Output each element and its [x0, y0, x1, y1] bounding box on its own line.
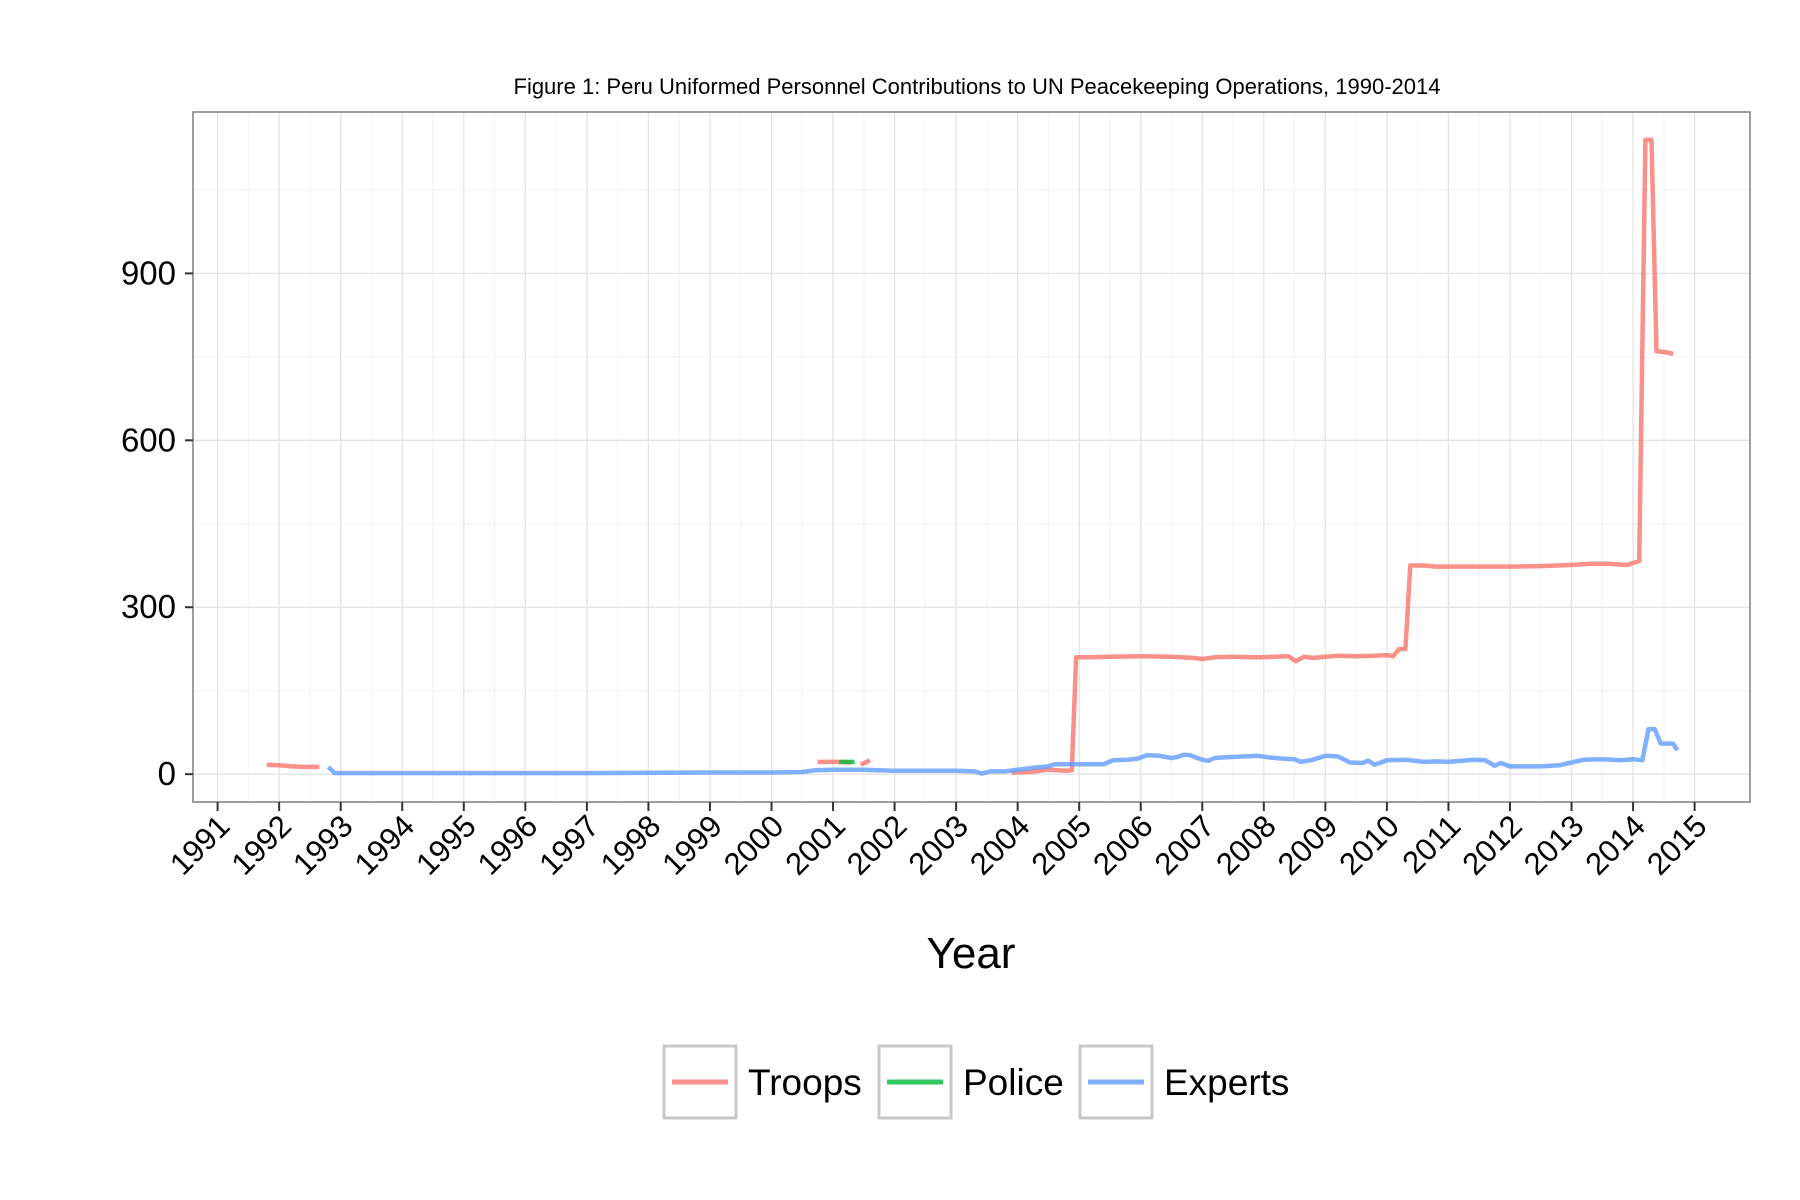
- x-tick-label: 1997: [532, 808, 606, 882]
- legend: Troops Police Experts: [662, 1044, 1289, 1120]
- y-tick-label: 900: [121, 254, 176, 291]
- x-tick-label: 1999: [655, 808, 729, 882]
- legend-label: Troops: [748, 1062, 862, 1103]
- x-tick-label: 2005: [1025, 808, 1099, 882]
- x-tick-label: 2003: [902, 808, 976, 882]
- y-tick-label: 0: [158, 755, 176, 792]
- y-tick-label: 300: [121, 588, 176, 625]
- x-tick-label: 2001: [778, 808, 852, 882]
- x-tick-label: 2011: [1396, 808, 1468, 880]
- chart-title: Figure 1: Peru Uniformed Personnel Contr…: [514, 74, 1441, 99]
- legend-label: Experts: [1164, 1062, 1289, 1103]
- x-tick-label: 1991: [163, 808, 237, 882]
- plot-panel: [192, 111, 1751, 803]
- legend-item-experts: Experts: [1078, 1044, 1289, 1120]
- series-line-experts: [326, 726, 1680, 776]
- series-line-troops: [859, 758, 871, 767]
- y-tick-label: 600: [121, 421, 176, 458]
- x-axis-title: Year: [927, 929, 1016, 978]
- series-line-troops: [1011, 137, 1674, 775]
- x-tick-label: 2015: [1640, 808, 1714, 882]
- minor-gridlines: [193, 112, 1750, 802]
- x-tick-label: 1994: [348, 808, 422, 882]
- x-tick-label: 2009: [1271, 808, 1345, 882]
- x-tick-label: 1995: [409, 808, 483, 882]
- x-tick-label: 2000: [717, 808, 791, 882]
- x-tick-label: 2010: [1332, 808, 1406, 882]
- legend-label: Police: [963, 1062, 1064, 1103]
- x-tick-label: 1992: [225, 808, 299, 882]
- x-tick-label: 2006: [1086, 808, 1160, 882]
- series-line-troops: [266, 762, 320, 770]
- x-tick-label: 2002: [840, 808, 914, 882]
- legend-item-troops: Troops: [662, 1044, 862, 1120]
- major-gridlines: [193, 112, 1750, 802]
- plot-panel-border: [192, 111, 1751, 803]
- x-tick-label: 2008: [1209, 808, 1283, 882]
- x-tick-label: 2014: [1579, 808, 1653, 882]
- x-tick-label: 1996: [471, 808, 545, 882]
- x-tick-label: 2004: [963, 808, 1037, 882]
- y-axis: 0 300 600 900: [121, 254, 193, 792]
- x-tick-label: 2007: [1148, 808, 1222, 882]
- series-troops: [266, 137, 1674, 775]
- x-axis: 1991199219931994199519961997199819992000…: [163, 802, 1714, 882]
- x-tick-label: 2013: [1517, 808, 1591, 882]
- data-series: [266, 137, 1680, 776]
- series-experts: [326, 726, 1680, 776]
- x-tick-label: 1998: [594, 808, 668, 882]
- x-tick-label: 2012: [1455, 808, 1529, 882]
- legend-item-police: Police: [877, 1044, 1064, 1120]
- x-tick-label: 1993: [286, 808, 360, 882]
- plot-panel-background: [193, 112, 1750, 802]
